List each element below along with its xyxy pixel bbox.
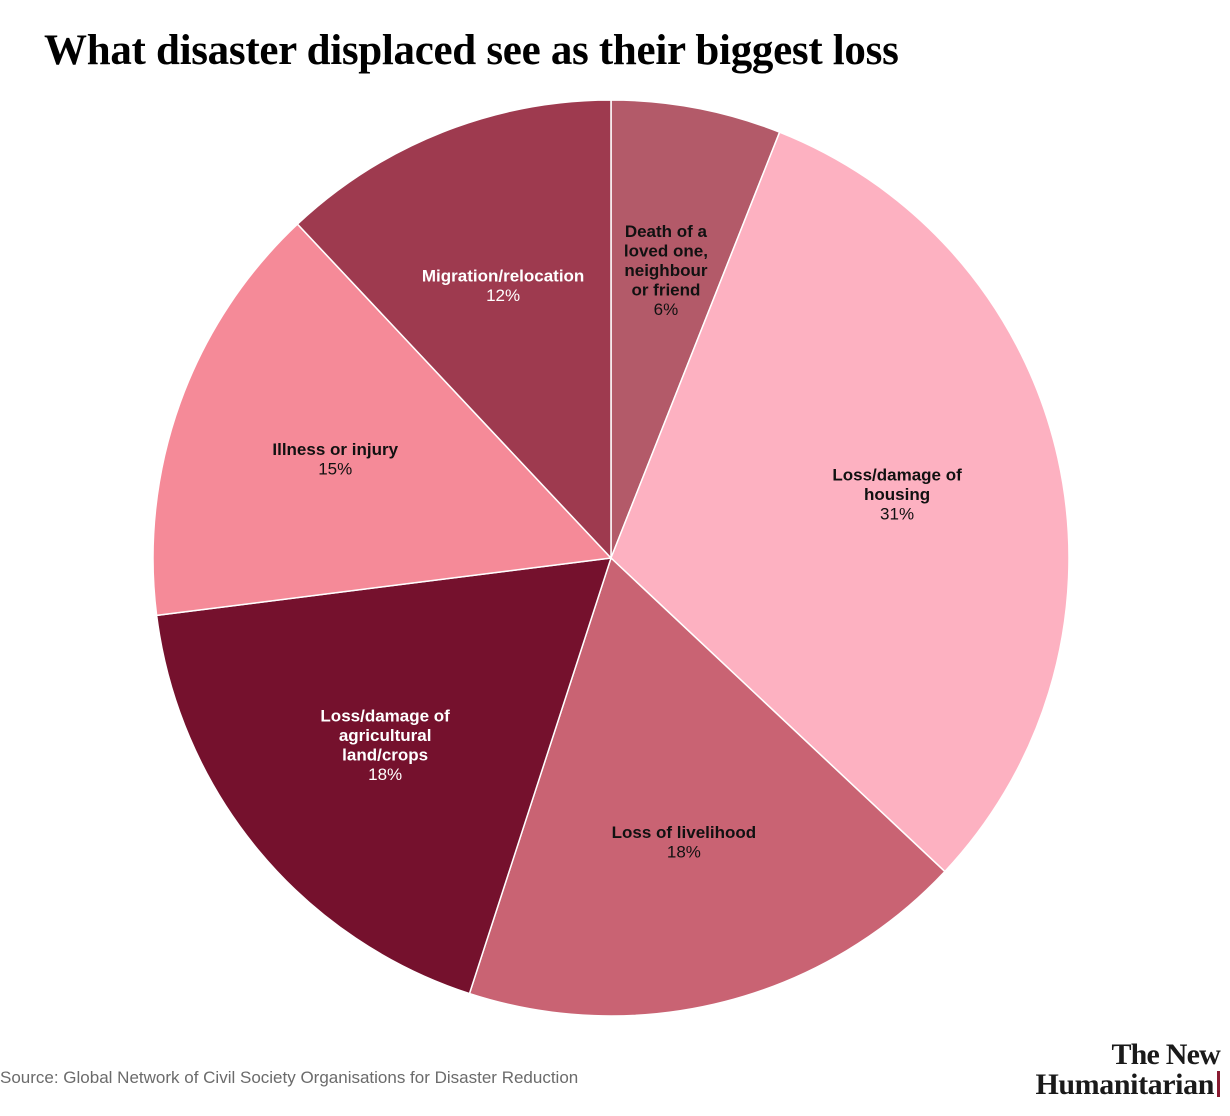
slice-name-line: Death of a: [625, 222, 708, 241]
slice-name-line: loved one,: [624, 242, 708, 261]
slice-name-line: Loss/damage of: [320, 707, 450, 726]
slice-name-line: Loss of livelihood: [612, 823, 757, 842]
slice-value-label: 18%: [368, 765, 402, 784]
slice-value-label: 6%: [654, 300, 679, 319]
pie-slice-3: [468, 556, 946, 1017]
logo-line-1: The New: [1111, 1038, 1220, 1071]
pie-labels: Death of a loved one, neighbour or friend 6%…: [272, 222, 962, 862]
slice-name-line: Migration/relocation: [422, 267, 584, 286]
publisher-logo: The New Humanitarian: [1035, 1040, 1220, 1100]
pie-slice-4: [155, 557, 613, 995]
slice-value-label: 12%: [486, 286, 520, 305]
slice-label-4: Loss/damage of agricultural land/crops 18%: [320, 707, 450, 785]
slice-value-label: 15%: [318, 459, 352, 478]
chart-title: What disaster displaced see as their big…: [44, 27, 899, 74]
slice-name-line: housing: [864, 485, 930, 504]
slice-label-5: Illness or injury 15%: [272, 440, 398, 479]
slice-name-line: land/crops: [342, 746, 428, 765]
logo-accent-bar: [1217, 1071, 1220, 1097]
logo-line-2: Humanitarian: [1035, 1070, 1220, 1100]
slice-label-1: Death of a loved one, neighbour or friend 6%: [624, 222, 708, 319]
pie-slice-5: [152, 223, 613, 617]
pie-slice-1: [610, 99, 781, 559]
pie-slice-2: [610, 131, 1070, 873]
logo-line-2-text: Humanitarian: [1035, 1068, 1214, 1101]
slice-name-line: agricultural: [339, 726, 432, 745]
slice-name-line: Illness or injury: [272, 440, 398, 459]
source-note: Source: Global Network of Civil Society …: [0, 1068, 579, 1087]
slice-label-3: Loss of livelihood 18%: [612, 823, 757, 862]
slice-name-line: neighbour: [624, 261, 707, 280]
slice-label-6: Migration/relocation 12%: [422, 267, 584, 306]
slice-value-label: 18%: [667, 843, 701, 862]
pie-slices: [152, 99, 1070, 1017]
slice-value-label: 31%: [880, 505, 914, 524]
slice-label-2: Loss/damage of housing 31%: [832, 466, 962, 524]
slice-name-line: Loss/damage of: [832, 466, 962, 485]
slice-name-line: or friend: [631, 281, 700, 300]
pie-slice-6: [296, 99, 612, 560]
